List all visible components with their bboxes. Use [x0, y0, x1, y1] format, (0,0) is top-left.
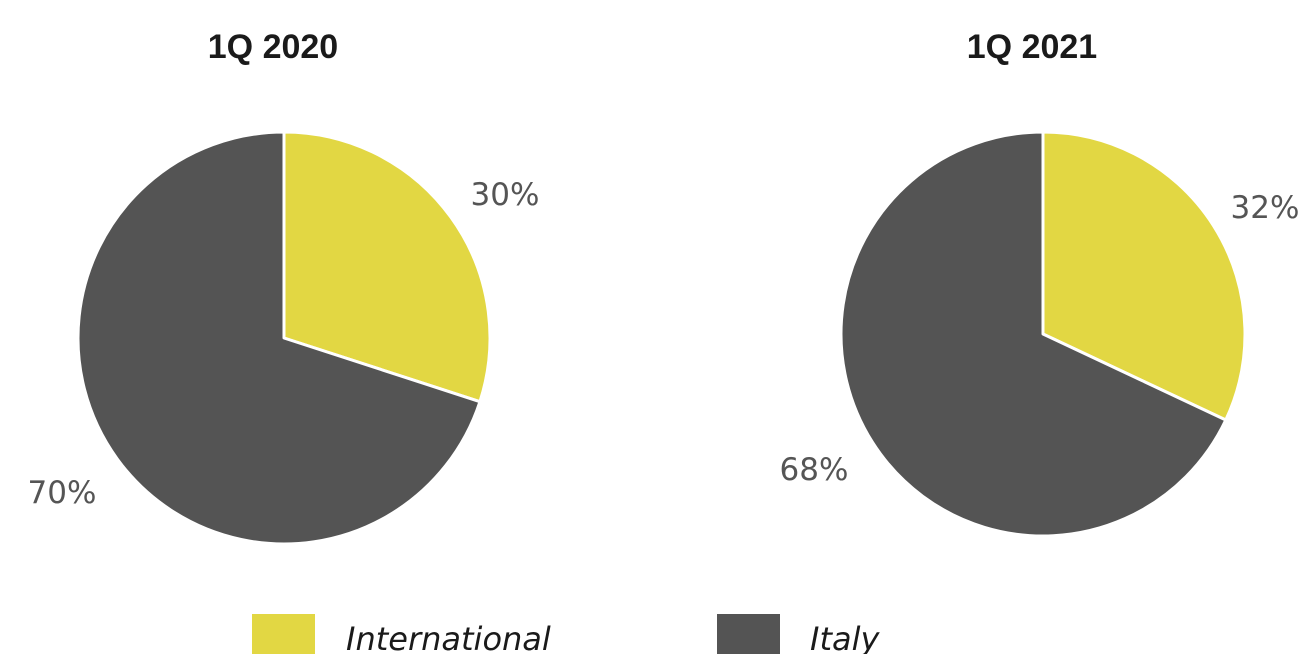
pie-1q-2021	[839, 130, 1247, 538]
data-label-italy-1q-2020: 70%	[28, 475, 97, 511]
pie-slice-italy-1q-2021	[839, 130, 1228, 538]
chart-title-1q-2021: 1Q 2021	[967, 28, 1097, 66]
pie-chart-1q-2020: 1Q 2020 30% 70%	[28, 28, 540, 546]
pie-slice-international-1q-2021	[1041, 130, 1247, 422]
pie-slice-international-1q-2020	[282, 130, 492, 404]
legend-swatch-international	[252, 614, 315, 654]
legend-label-international: International	[346, 620, 551, 654]
pie-chart-1q-2021: 1Q 2021 32% 68%	[780, 28, 1300, 538]
pie-slice-italy-1q-2020	[76, 130, 482, 546]
data-label-international-1q-2021: 32%	[1231, 190, 1300, 226]
data-label-italy-1q-2021: 68%	[780, 452, 849, 488]
legend-label-italy: Italy	[810, 620, 880, 654]
data-label-international-1q-2020: 30%	[471, 177, 540, 213]
legend: International Italy	[252, 614, 880, 654]
legend-swatch-italy	[717, 614, 780, 654]
pie-1q-2020	[76, 130, 492, 546]
chart-title-1q-2020: 1Q 2020	[208, 28, 338, 66]
